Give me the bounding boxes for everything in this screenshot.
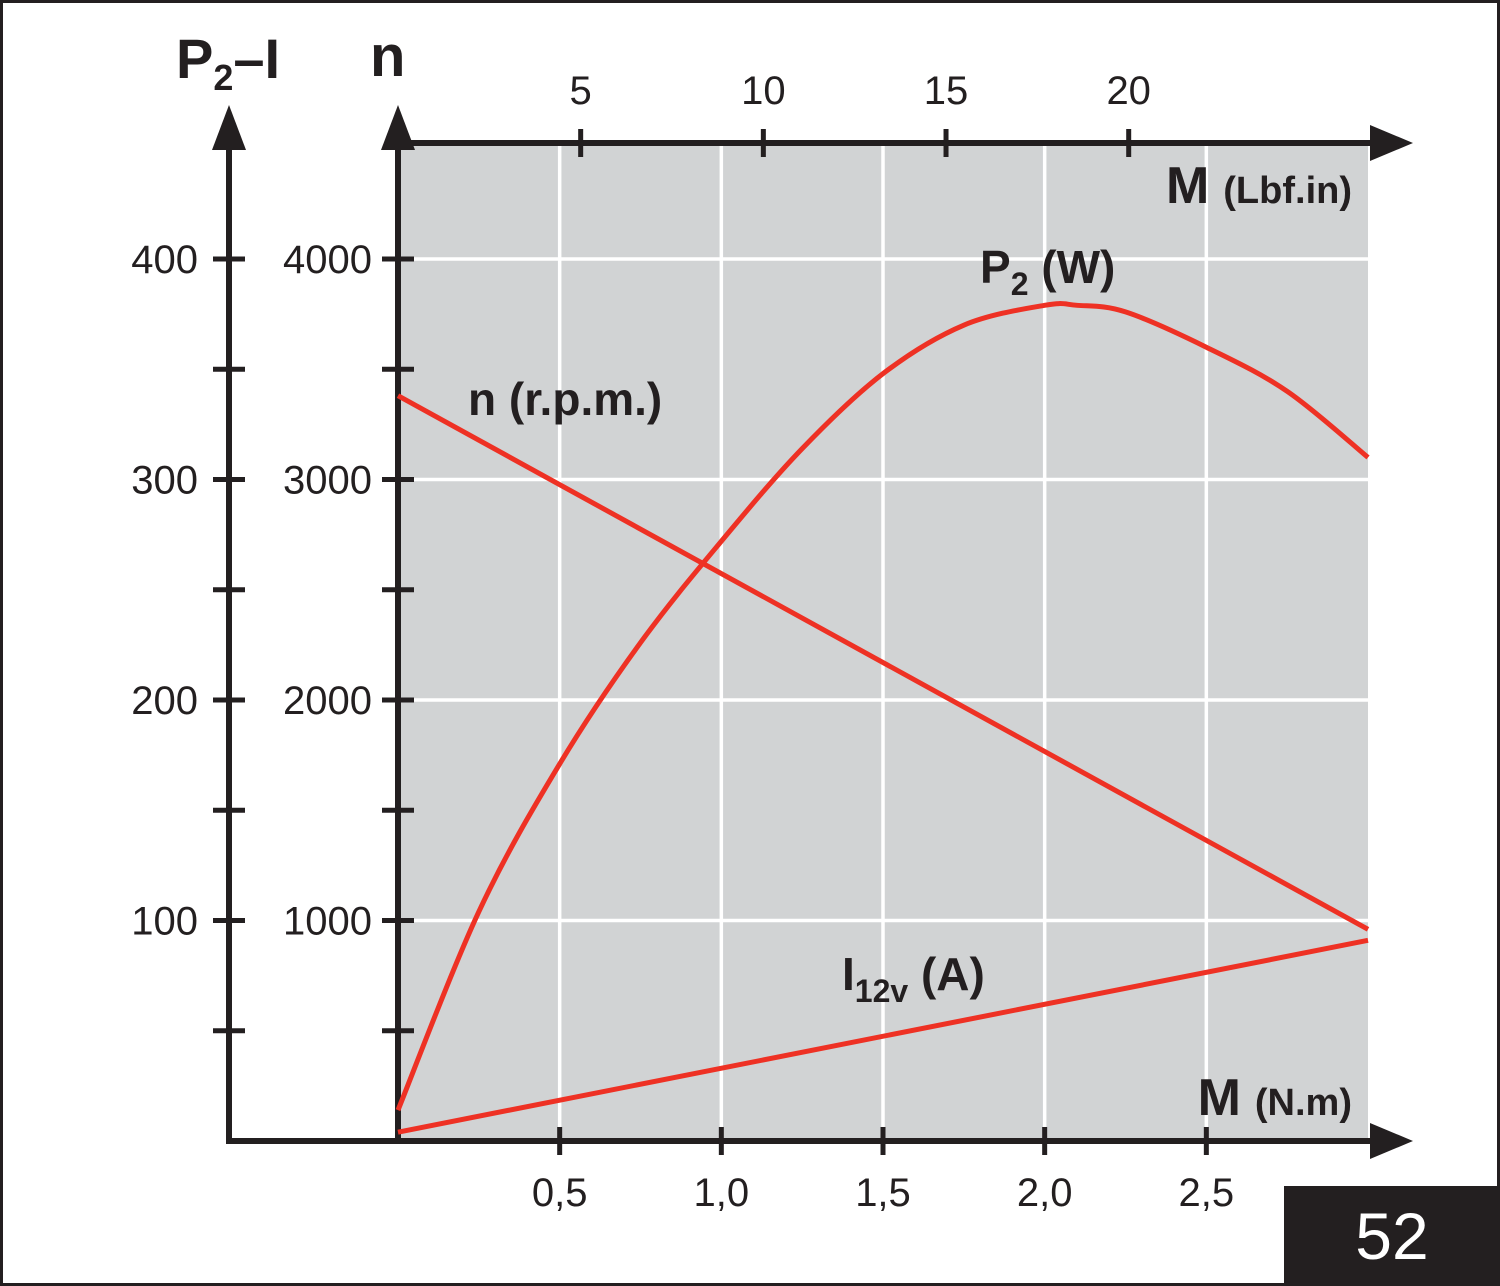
y-left-tick-label: 400 [131,238,198,282]
p2-label-sub: 2 [1011,266,1029,302]
x-bottom-title-unit: (N.m) [1255,1082,1352,1124]
y-left-tick-label: 200 [131,679,198,723]
x-bottom-title-main: M [1198,1069,1241,1127]
series-label-i12v: I12v (A) [842,948,985,1009]
x-top-tick-label: 20 [1106,69,1151,113]
y-left-title-tail: –I [233,27,280,90]
i12v-label-main: I [842,948,855,1000]
y-left-title-main: P [176,27,213,90]
x-bottom-tick-label: 2,5 [1179,1171,1235,1215]
p2-label-main: P [980,241,1011,293]
y-left-tick-label: 100 [131,900,198,944]
x-top-title-main: M [1166,157,1209,215]
figure-number-badge: 52 [1284,1186,1500,1286]
x-bottom-tick-label: 2,0 [1017,1171,1073,1215]
x-bottom-axis-arrow [1370,1123,1413,1159]
x-top-tick-label: 5 [570,69,592,113]
y-left-tick-label: 300 [131,459,198,503]
p2-label-tail: (W) [1028,241,1115,293]
y-left-axis-title: P2–I [176,27,280,98]
x-bottom-axis-title: M (N.m) [1198,1069,1352,1127]
x-top-axis-title: M (Lbf.in) [1166,157,1352,215]
x-bottom-tick-label: 0,5 [532,1171,588,1215]
y-right-tick-label: 1000 [283,900,372,944]
x-top-title-unit: (Lbf.in) [1223,170,1352,212]
series-label-n: n (r.p.m.) [468,373,662,425]
x-bottom-tick-label: 1,0 [694,1171,750,1215]
y-right-axis-arrow [381,105,415,150]
series-line-i12v-amps [397,937,1369,1135]
y-right-tick-label: 4000 [283,238,372,282]
y-right-tick-label: 3000 [283,459,372,503]
y-right-axis-title: n [370,24,405,89]
y-left-title-sub: 2 [213,57,233,98]
i12v-label-tail: (A) [908,948,985,1000]
x-top-tick-label: 15 [924,69,969,113]
x-top-axis-arrow [1370,125,1413,161]
series-line-n-rpm [396,393,1370,932]
x-bottom-tick-label: 1,5 [855,1171,911,1215]
y-right-tick-label: 2000 [283,679,372,723]
x-top-tick-label: 10 [741,69,786,113]
y-left-axis-arrow [212,105,246,150]
series-label-p2: P2 (W) [980,241,1115,302]
i12v-label-sub: 12v [855,973,909,1009]
series-line-p2-watts [395,301,1370,1112]
